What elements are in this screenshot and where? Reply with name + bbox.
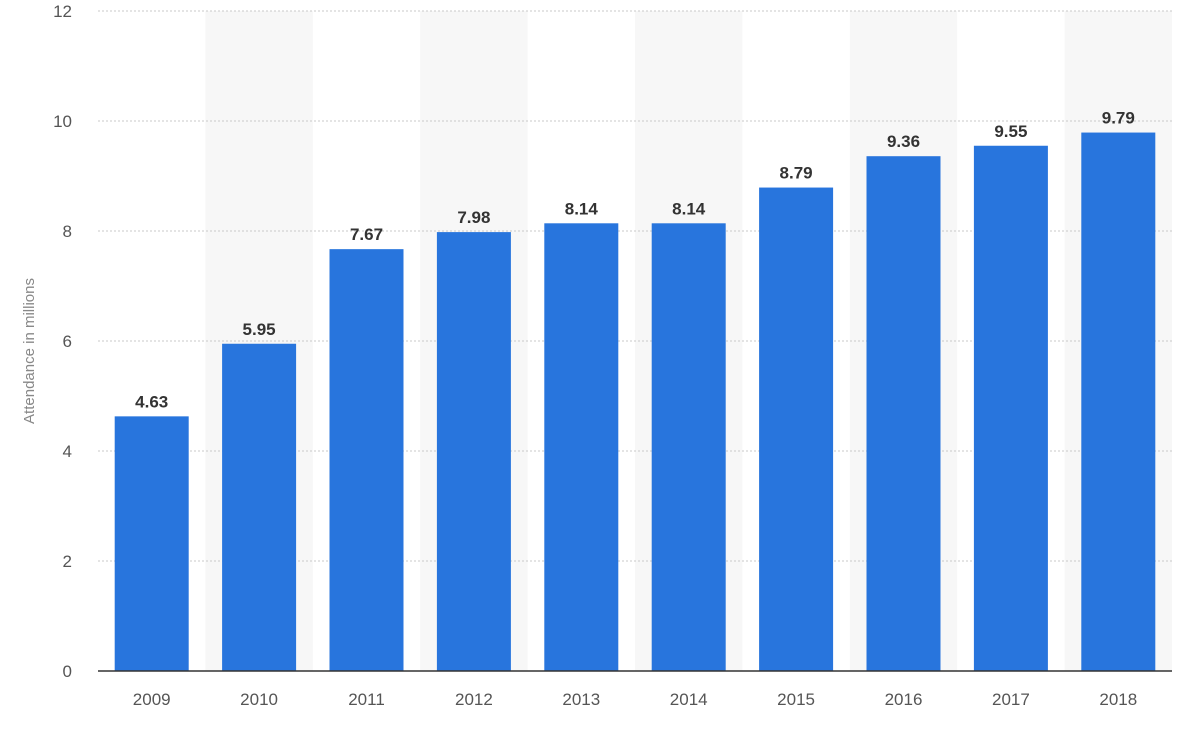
gridlines — [98, 10, 1172, 562]
data-label: 9.55 — [994, 122, 1027, 141]
x-tick-label: 2010 — [240, 690, 278, 709]
data-label: 7.98 — [457, 208, 490, 227]
y-tick-label: 4 — [63, 442, 72, 461]
data-labels: 4.63 5.95 7.67 7.98 8.14 8.14 8.79 9.36 9.55 9.79 — [135, 109, 1135, 412]
y-tick-label: 2 — [63, 552, 72, 571]
data-label: 8.79 — [780, 164, 813, 183]
bar — [866, 156, 941, 671]
y-tick-label: 12 — [53, 2, 72, 21]
bar — [436, 232, 511, 671]
x-tick-label: 2009 — [133, 690, 171, 709]
x-tick-label: 2011 — [348, 690, 385, 709]
bar — [114, 416, 189, 671]
x-tick-label: 2013 — [562, 690, 600, 709]
data-label: 4.63 — [135, 392, 168, 411]
bar — [759, 187, 834, 672]
y-tick-label: 6 — [63, 332, 72, 351]
data-label: 7.67 — [350, 225, 383, 244]
y-tick-label: 0 — [63, 662, 72, 681]
x-tick-label: 2018 — [1099, 690, 1137, 709]
y-axis-title: Attendance in millions — [21, 278, 38, 424]
bar — [544, 223, 619, 672]
y-tick-label: 8 — [63, 222, 72, 241]
x-axis-ticks: 2009 2010 2011 2012 2013 2014 2015 2016 2017 2018 — [133, 690, 1137, 709]
bar — [329, 249, 404, 671]
bar — [651, 223, 726, 672]
x-tick-label: 2015 — [777, 690, 815, 709]
bar — [222, 343, 297, 671]
x-tick-label: 2014 — [670, 690, 708, 709]
y-axis-ticks: 0 2 4 6 8 10 12 — [53, 2, 72, 681]
y-tick-label: 10 — [53, 112, 72, 131]
x-tick-label: 2012 — [455, 690, 493, 709]
data-label: 8.14 — [565, 199, 599, 218]
data-label: 9.36 — [887, 132, 920, 151]
bars — [114, 132, 1156, 672]
data-label: 5.95 — [243, 320, 276, 339]
data-label: 8.14 — [672, 199, 706, 218]
bar — [1081, 132, 1156, 672]
x-tick-label: 2017 — [992, 690, 1030, 709]
x-tick-label: 2016 — [885, 690, 923, 709]
data-label: 9.79 — [1102, 109, 1135, 128]
bar — [973, 145, 1048, 671]
